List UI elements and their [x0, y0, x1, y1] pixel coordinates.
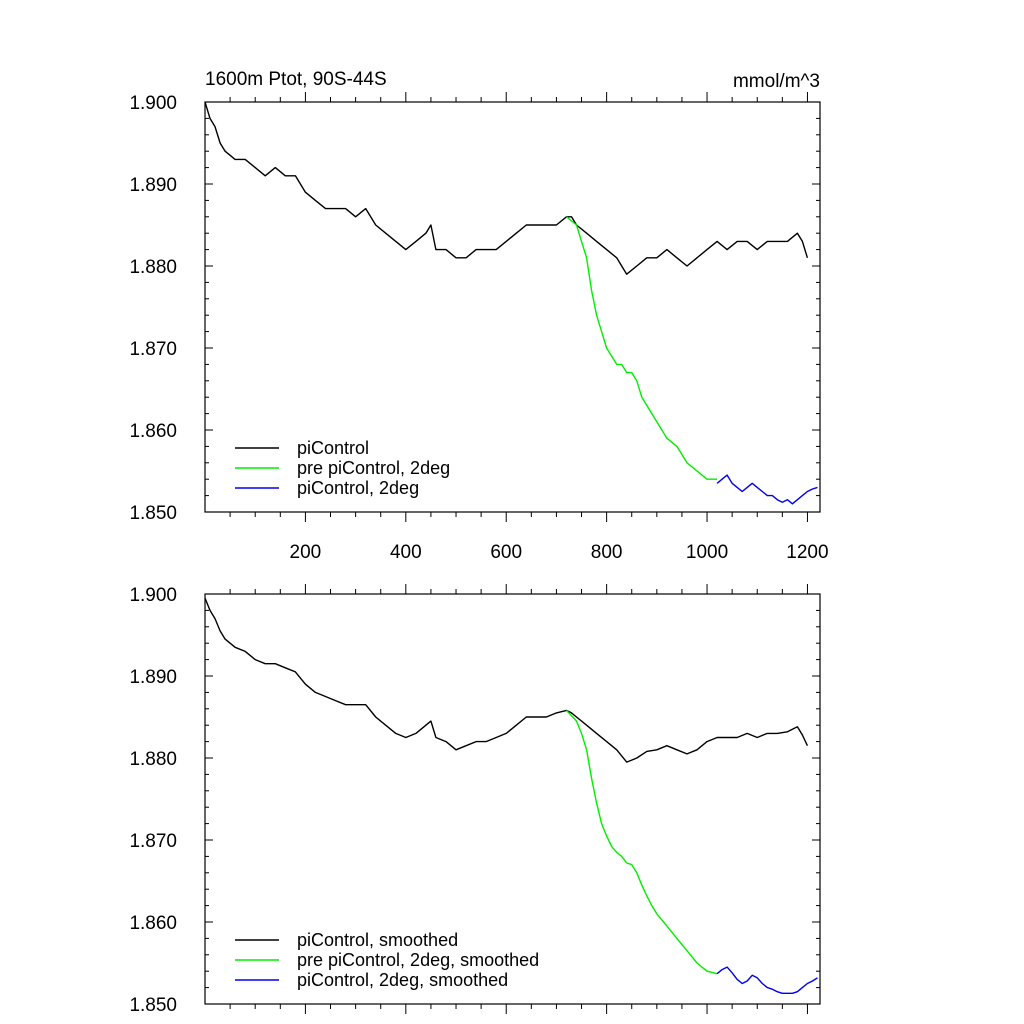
legend-label: pre piControl, 2deg, smoothed [297, 950, 539, 970]
y-tick-label: 1.850 [129, 503, 177, 524]
legend-label: pre piControl, 2deg [297, 458, 450, 478]
legend-label: piControl, 2deg [297, 478, 419, 498]
panel-top: 1600m Ptot, 90S-44S mmol/m^3 1.850 1.860 1… [129, 69, 828, 563]
x-tick-label: 400 [390, 542, 422, 563]
units-label: mmol/m^3 [733, 71, 820, 92]
y-tick-label: 1.900 [129, 585, 177, 606]
y-tick-label: 1.850 [129, 995, 177, 1016]
series-line-2 [716, 966, 818, 994]
series-line-1 [566, 216, 718, 480]
y-tick-label: 1.890 [129, 175, 177, 196]
series-line-0 [204, 597, 809, 763]
y-tick-label: 1.900 [129, 93, 177, 114]
y-tick-label: 1.870 [129, 831, 177, 852]
legend-label: piControl, smoothed [297, 930, 458, 950]
x-tick-label: 1000 [686, 542, 728, 563]
series-line-1 [565, 709, 718, 975]
plot-frame [204, 101, 821, 513]
y-tick-label: 1.870 [129, 339, 177, 360]
y-tick-label: 1.890 [129, 667, 177, 688]
plot-frame [204, 593, 821, 1005]
y-tick-label: 1.880 [129, 257, 177, 278]
chart-title: 1600m Ptot, 90S-44S [205, 69, 387, 90]
legend-label: piControl [297, 438, 369, 458]
series-line-0 [204, 101, 809, 275]
x-tick-label: 800 [591, 542, 623, 563]
panel-bottom: 1.850 1.860 1.870 1.880 1.890 1.900 piControl… [129, 584, 821, 1016]
legend-label: piControl, 2deg, smoothed [297, 970, 508, 990]
series-line-2 [716, 474, 818, 505]
y-tick-label: 1.860 [129, 913, 177, 934]
x-tick-label: 600 [490, 542, 522, 563]
y-tick-label: 1.880 [129, 749, 177, 770]
x-tick-label: 200 [290, 542, 322, 563]
y-tick-label: 1.860 [129, 421, 177, 442]
x-tick-label: 1200 [786, 542, 828, 563]
